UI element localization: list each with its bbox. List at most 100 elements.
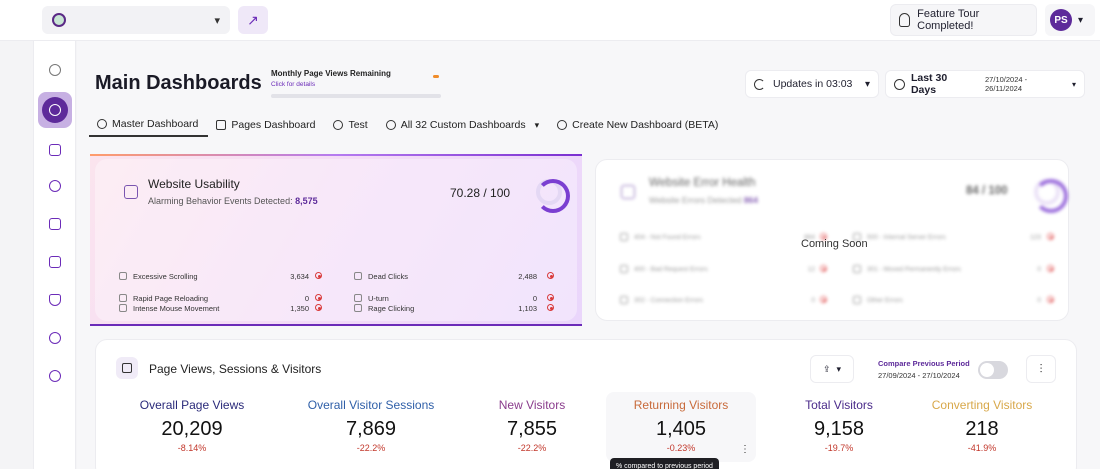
page-title: Main Dashboards xyxy=(95,72,262,94)
compare-toggle[interactable] xyxy=(978,361,1008,379)
metric-intense-mouse-movement[interactable]: Intense Mouse Movement 1,350 xyxy=(119,302,322,314)
chevron-down-icon: ▾ xyxy=(214,14,220,27)
metric-value: 0 xyxy=(1037,265,1041,273)
stat-delta: -22.2% xyxy=(517,443,547,453)
usability-subtitle: Alarming Behavior Events Detected: 8,575 xyxy=(148,196,318,206)
tab-label: Master Dashboard xyxy=(112,118,199,130)
feature-tour-label: Feature Tour Completed! xyxy=(917,8,980,32)
stat-new-visitors[interactable]: New Visitors 7,855 -22.2% xyxy=(457,398,607,453)
date-range-picker[interactable]: Last 30 Days 27/10/2024 - 26/11/2024 ▾ xyxy=(885,70,1085,98)
alert-dot-icon xyxy=(547,294,554,301)
error-icon xyxy=(621,185,635,199)
sidebar-item-inbox[interactable] xyxy=(40,135,70,165)
collapse-icon xyxy=(49,64,61,76)
chart-icon xyxy=(116,357,138,379)
tab-pages-dashboard[interactable]: Pages Dashboard xyxy=(208,113,325,137)
page-views-quota[interactable]: Monthly Page Views Remaining Click for d… xyxy=(271,69,441,98)
alert-dot-icon xyxy=(315,272,322,279)
alert-dot-icon xyxy=(820,233,827,240)
tab-label: Pages Dashboard xyxy=(231,119,316,131)
open-external-button[interactable]: ↗ xyxy=(238,6,268,34)
stat-total-visitors[interactable]: Total Visitors 9,158 -19.7% xyxy=(764,398,914,453)
metric-other-errors: Other Errors 0 xyxy=(853,294,1054,306)
warning-icon xyxy=(853,296,861,304)
warning-icon xyxy=(853,233,861,241)
metric-icon xyxy=(119,272,127,280)
shield-icon xyxy=(49,294,61,306)
export-button[interactable]: ⇪ ▾ xyxy=(810,355,854,383)
stat-overall-page-views[interactable]: Overall Page Views 20,209 -8.14% xyxy=(117,398,267,453)
sidebar-item-security[interactable] xyxy=(40,285,70,315)
quota-title: Monthly Page Views Remaining xyxy=(271,69,391,78)
stat-overall-visitor-sessions[interactable]: Overall Visitor Sessions 7,869 -22.2% xyxy=(296,398,446,453)
errors-count: 864 xyxy=(743,195,758,205)
metric-302-errors: 302 - Connection Errors 0 xyxy=(620,294,827,306)
metric-u-turn[interactable]: U-turn 0 xyxy=(354,292,554,304)
sidebar-item-users[interactable] xyxy=(40,361,70,391)
chevron-down-icon: ▾ xyxy=(836,363,842,374)
error-score-ring xyxy=(1034,179,1068,213)
gear-icon xyxy=(49,332,61,344)
plus-circle-icon xyxy=(557,120,568,130)
metric-value: 0 xyxy=(811,296,815,304)
website-selector[interactable]: ▾ xyxy=(42,6,230,34)
stat-converting-visitors[interactable]: Converting Visitors 218 -41.9% xyxy=(907,398,1057,453)
metric-label: Dead Clicks xyxy=(368,271,409,281)
usability-score-ring xyxy=(536,179,570,213)
external-link-icon: ↗ xyxy=(247,11,259,28)
updates-label: Updates in 03:03 xyxy=(773,78,853,90)
dashboard-icon xyxy=(97,119,107,129)
updates-dropdown[interactable]: Updates in 03:03 ▾ xyxy=(745,70,879,98)
stat-delta: -19.7% xyxy=(824,443,854,453)
stat-label: Total Visitors xyxy=(805,398,873,412)
more-options-icon[interactable]: ⋮ xyxy=(740,444,750,455)
warning-icon xyxy=(853,265,861,273)
tab-custom-dashboards[interactable]: All 32 Custom Dashboards ▾ xyxy=(378,113,549,137)
metric-icon xyxy=(119,304,127,312)
sidebar-item-feedback[interactable] xyxy=(40,247,70,277)
tab-master-dashboard[interactable]: Master Dashboard xyxy=(89,113,209,137)
metric-value: 1,103 xyxy=(518,303,537,313)
error-health-preview: Website Error Health Website Errors Dete… xyxy=(596,160,1070,322)
warning-icon xyxy=(620,233,628,241)
alert-dot-icon xyxy=(820,265,827,272)
lightbulb-icon xyxy=(899,13,911,27)
stat-label: New Visitors xyxy=(498,398,566,412)
pages-icon xyxy=(216,120,227,130)
tab-label: All 32 Custom Dashboards xyxy=(400,119,526,131)
metric-400-errors: 400 - Bad Request Errors 12 xyxy=(620,263,827,275)
sidebar-item-analytics[interactable] xyxy=(40,171,70,201)
feature-tour-button[interactable]: Feature Tour Completed! xyxy=(890,4,1037,36)
website-usability-card[interactable]: Website Usability Alarming Behavior Even… xyxy=(95,159,577,321)
chat-icon xyxy=(49,256,61,268)
user-menu[interactable]: PS ▾ xyxy=(1045,4,1095,36)
main-content: Main Dashboards Monthly Page Views Remai… xyxy=(77,41,1100,469)
sidebar-item-toggle[interactable] xyxy=(40,55,70,85)
sidebar-item-dashboard[interactable] xyxy=(38,92,72,128)
metric-value: 1,350 xyxy=(290,303,309,313)
tab-create-dashboard[interactable]: Create New Dashboard (BETA) xyxy=(549,113,728,137)
metric-excessive-scrolling[interactable]: Excessive Scrolling 3,634 xyxy=(119,270,322,282)
metric-value: 0 xyxy=(532,293,537,303)
metric-rapid-page-reloading[interactable]: Rapid Page Reloading 0 xyxy=(119,292,322,304)
chevron-down-icon: ▾ xyxy=(534,119,540,130)
sidebar-item-settings[interactable] xyxy=(40,323,70,353)
alert-dot-icon xyxy=(820,296,827,303)
tab-test[interactable]: Test xyxy=(325,113,377,137)
tab-label: Create New Dashboard (BETA) xyxy=(572,119,719,131)
stat-delta: -0.23% xyxy=(666,443,696,453)
filter-settings-button[interactable]: ⫶ xyxy=(1026,355,1056,383)
stat-returning-visitors[interactable]: Returning Visitors 1,405 -0.23% xyxy=(606,392,756,462)
metric-value: 864 xyxy=(804,233,815,241)
metric-value: 12 xyxy=(807,265,815,273)
metric-value: 3,634 xyxy=(290,271,309,281)
metric-rage-clicking[interactable]: Rage Clicking 1,103 xyxy=(354,302,554,314)
quota-details-link[interactable]: Click for details xyxy=(271,81,316,88)
period-label: Last 30 Days xyxy=(910,72,948,96)
sidebar-item-recordings[interactable] xyxy=(40,209,70,239)
quota-progress-bar xyxy=(271,94,441,98)
metric-value: 0 xyxy=(304,293,309,303)
metric-dead-clicks[interactable]: Dead Clicks 2,488 xyxy=(354,270,554,282)
compare-range: 27/09/2024 - 27/10/2024 xyxy=(878,371,960,380)
user-icon xyxy=(49,370,61,382)
